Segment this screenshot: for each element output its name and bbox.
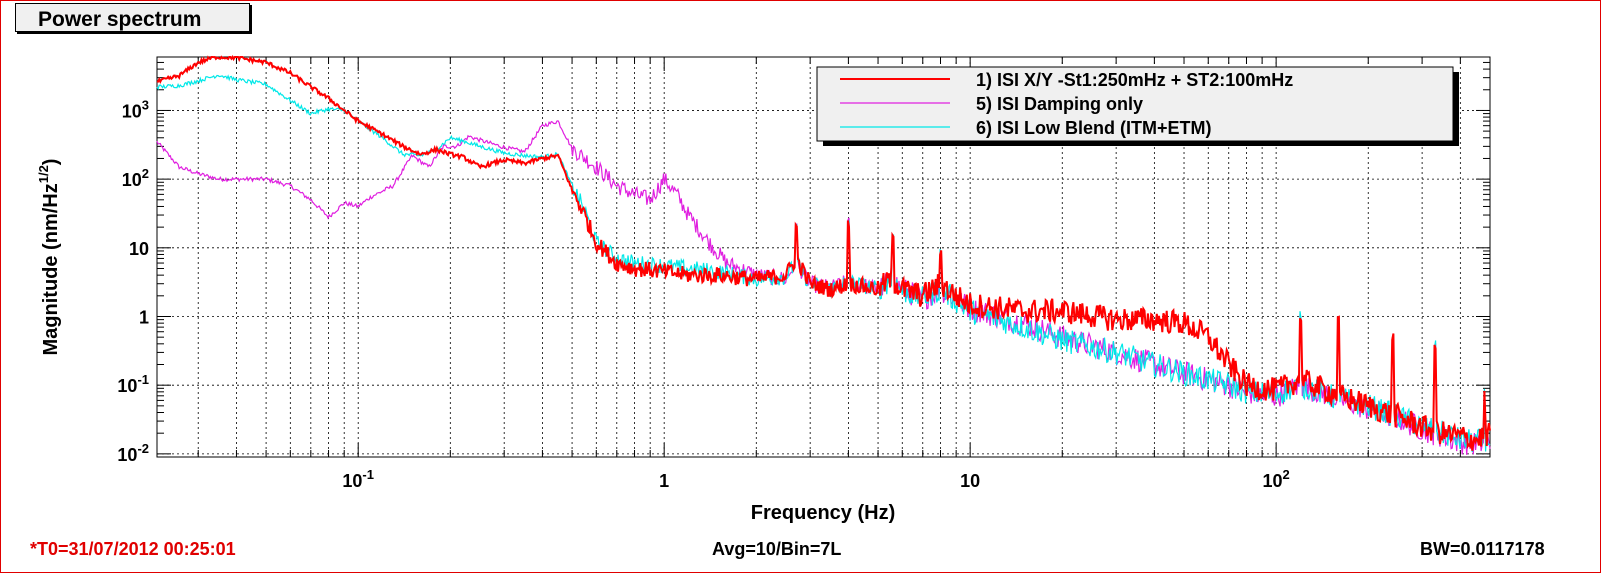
title-box: Power spectrum bbox=[15, 3, 250, 32]
chart-title: Power spectrum bbox=[38, 8, 202, 31]
footer-avg: Avg=10/Bin=7L bbox=[712, 539, 842, 559]
x-tick-label: 10 bbox=[960, 471, 980, 491]
y-tick-label: 102 bbox=[122, 166, 149, 190]
x-tick-label: 10-1 bbox=[342, 467, 374, 491]
footer-t0: *T0=31/07/2012 00:25:01 bbox=[30, 539, 236, 559]
y-tick-label: 10-1 bbox=[117, 372, 149, 396]
legend-items: 1) ISI X/Y -St1:250mHz + ST2:100mHz 5) IS… bbox=[840, 70, 1293, 138]
y-tick-label: 103 bbox=[122, 97, 149, 121]
x-axis-title: Frequency (Hz) bbox=[751, 502, 895, 524]
x-tick-label: 1 bbox=[659, 471, 669, 491]
series-layer bbox=[156, 55, 1491, 455]
legend-label: 1) ISI X/Y -St1:250mHz + ST2:100mHz bbox=[976, 70, 1293, 90]
y-tick-label: 1 bbox=[139, 307, 149, 327]
legend-label: 6) ISI Low Blend (ITM+ETM) bbox=[976, 118, 1212, 138]
x-tick-label: 102 bbox=[1262, 467, 1289, 491]
x-tick-labels: 10-1 1 10 102 bbox=[342, 467, 1289, 491]
legend: 1) ISI X/Y -St1:250mHz + ST2:100mHz 5) IS… bbox=[816, 66, 1459, 146]
legend-label: 5) ISI Damping only bbox=[976, 94, 1143, 114]
footer-bw: BW=0.0117178 bbox=[1420, 539, 1545, 559]
y-tick-label: 10 bbox=[129, 239, 149, 259]
series-line bbox=[156, 55, 1491, 451]
y-axis-title: Magnitude (nm/Hz1/2) bbox=[36, 159, 62, 356]
y-tick-labels: 10-2 10-1 1 10 102 103 bbox=[117, 97, 149, 464]
axis-ticks bbox=[157, 56, 1491, 458]
y-tick-label: 10-2 bbox=[117, 441, 149, 465]
